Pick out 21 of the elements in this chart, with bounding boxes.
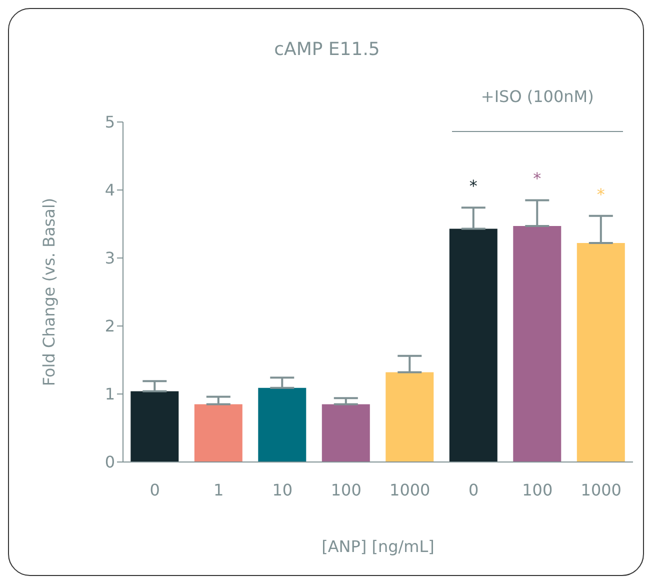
x-tick-label: 1000	[580, 480, 622, 500]
x-tick-label: 10	[272, 480, 293, 500]
data-label: *	[469, 176, 478, 196]
x-tick-label: 1	[214, 480, 224, 500]
y-tick-label: 0	[104, 452, 115, 472]
y-tick-label: 2	[104, 316, 115, 336]
text: +ISO (100nM)	[480, 87, 595, 106]
x-tick-label: 1000	[390, 480, 430, 500]
data-label: *	[533, 169, 542, 188]
y-axis-title: Fold Change (vs. Basal)	[40, 198, 59, 386]
data-label: *	[596, 184, 605, 204]
y-tick-label: 3	[104, 248, 115, 268]
chart-title: cAMP E11.5	[273, 39, 381, 60]
x-tick-label: 100	[522, 480, 553, 500]
x-tick-label: 0	[150, 480, 160, 500]
x-tick-label: 100	[330, 480, 362, 500]
x-axis-title: [ANP] [ng/mL]	[320, 537, 436, 556]
x-tick-label: 0	[468, 480, 479, 500]
y-tick-label: 1	[104, 384, 115, 404]
y-tick-label: 5	[104, 112, 115, 132]
y-tick-label: 4	[104, 180, 115, 200]
